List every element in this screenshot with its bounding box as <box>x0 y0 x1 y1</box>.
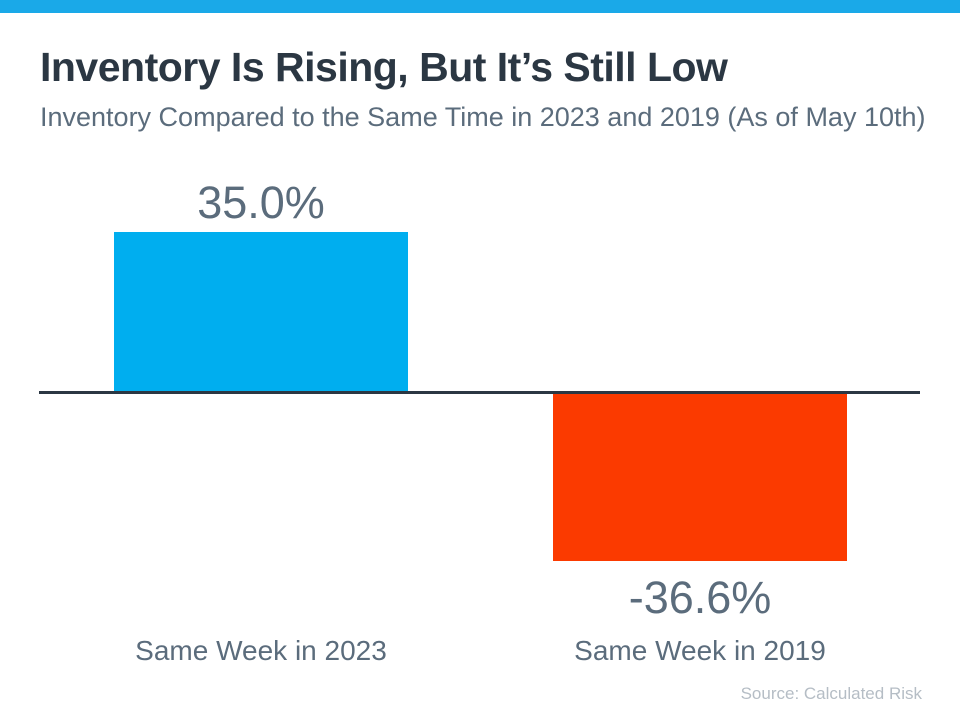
bar-category-label: Same Week in 2019 <box>574 635 826 666</box>
bar-negative <box>553 394 847 561</box>
top-accent-bar <box>0 0 960 13</box>
bar-category-label: Same Week in 2023 <box>135 635 387 666</box>
zero-axis-line <box>39 391 920 394</box>
bar-positive <box>114 232 408 391</box>
bar-value-label: -36.6% <box>628 572 772 623</box>
bar-value-label: 35.0% <box>197 177 325 228</box>
chart-subtitle: Inventory Compared to the Same Time in 2… <box>40 102 926 132</box>
source-caption: Source: Calculated Risk <box>740 684 922 703</box>
chart-title: Inventory Is Rising, But It’s Still Low <box>40 44 728 90</box>
